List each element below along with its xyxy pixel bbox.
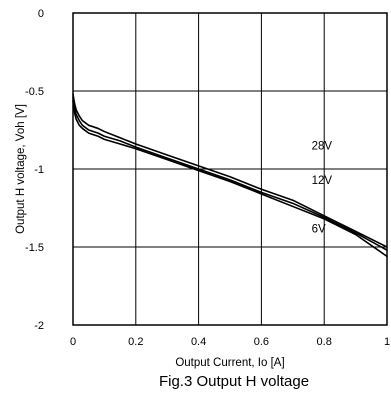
series-line-12v [72, 96, 388, 251]
y-tick-label: -1 [34, 164, 44, 176]
series-label-12v: 12V [312, 175, 333, 187]
x-tick-label: 0 [70, 336, 76, 348]
y-tick-label: -0.5 [25, 86, 44, 98]
x-tick-label: 1 [384, 336, 390, 348]
plot-frame [72, 12, 388, 326]
series-label-28v: 28V [312, 141, 333, 153]
y-tick-label: 0 [38, 8, 44, 20]
y-axis-label: Output H voltage, Voh [V] [15, 104, 27, 234]
series-line-28v [72, 93, 388, 248]
series-line-6v [72, 99, 388, 258]
x-tick-label: 0.2 [128, 336, 143, 348]
x-tick-label: 0.6 [254, 336, 269, 348]
y-tick-label: -1.5 [25, 242, 44, 254]
x-tick-label: 0.4 [191, 336, 206, 348]
series-label-6v: 6V [312, 223, 326, 235]
figure-caption: Fig.3 Output H voltage [159, 373, 309, 390]
x-axis-label: Output Current, Io [A] [175, 357, 284, 369]
x-tick-label: 0.8 [317, 336, 332, 348]
y-tick-label: -2 [34, 320, 44, 332]
